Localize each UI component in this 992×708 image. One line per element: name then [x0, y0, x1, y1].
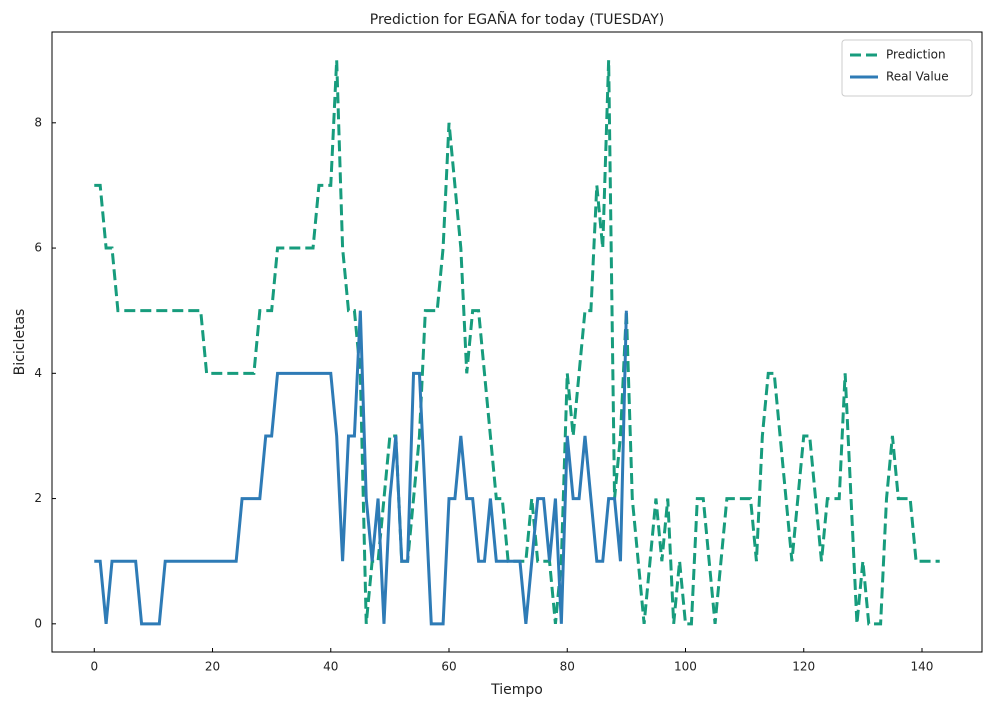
line-series: [94, 60, 940, 626]
x-axis-label: Tiempo: [490, 682, 543, 698]
chart-title: Prediction for EGAÑA for today (TUESDAY): [370, 11, 664, 28]
y-axis-label: Bicicletas: [12, 309, 28, 376]
x-tick-label: 0: [90, 660, 98, 674]
x-tick-label: 140: [911, 660, 934, 674]
y-tick-label: 8: [34, 115, 42, 129]
x-tick-label: 100: [674, 660, 697, 674]
y-tick-label: 0: [34, 616, 42, 630]
x-tick-label: 120: [792, 660, 815, 674]
x-tick-label: 80: [560, 660, 575, 674]
plot-frame: [51, 31, 983, 653]
x-tick-label: 20: [205, 660, 220, 674]
legend-label: Real Value: [886, 70, 949, 84]
y-tick-label: 4: [34, 366, 42, 380]
x-tick-label: 40: [323, 660, 338, 674]
x-tick-label: 60: [441, 660, 456, 674]
y-tick-label: 6: [34, 241, 42, 255]
legend-label: Prediction: [886, 48, 946, 62]
line-series: [94, 310, 628, 626]
y-tick-label: 2: [34, 491, 42, 505]
